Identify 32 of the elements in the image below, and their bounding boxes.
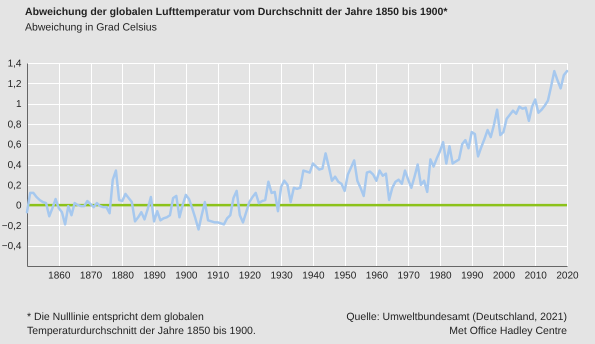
x-tick-label: 1950 (334, 270, 357, 282)
x-tick-label: 1990 (461, 270, 484, 282)
x-tick-label: 1940 (302, 270, 325, 282)
x-tick-label: 1900 (175, 270, 198, 282)
x-tick-label: 1980 (429, 270, 452, 282)
y-tick-label: 1 (16, 99, 22, 110)
line-series (26, 70, 568, 231)
x-tick-label: 1960 (366, 270, 388, 282)
x-tick-label: 1880 (112, 270, 134, 282)
text: * Die Nulllinie entspricht dem globalen Temperaturdurchschnitt der Jahre 1850 bis 1900. (27, 311, 256, 337)
x-tick-label: 1930 (270, 270, 294, 282)
x-tick-label: 1870 (80, 270, 103, 282)
y-tick-label: 1,2 (8, 78, 22, 90)
y-tick-label: 1,4 (8, 58, 22, 70)
y-tick-label: 0,4 (8, 160, 22, 171)
x-tick-label: 1890 (143, 270, 166, 282)
y-tick-label: 0,6 (8, 140, 22, 151)
x-tick-label: 1860 (48, 270, 71, 282)
x-tick-label: 1910 (206, 270, 230, 282)
x-tick-label: 2000 (492, 270, 516, 282)
y-tick-label: 0 (16, 200, 22, 212)
source-note: Quelle: Umweltbundesamt (Deutschland, 2021) Met Office Hadley Centre (346, 311, 568, 337)
chart-title: Abweichung der globalen Lufttemperatur vom Durchschnitt der Jahre 1850 bis 1900* (25, 6, 448, 18)
x-tick-label: 2010 (524, 270, 548, 282)
y-tick-label: −0,4 (2, 241, 22, 252)
x-tick-label: 1970 (398, 270, 420, 282)
y-tick-label: 0,8 (8, 119, 22, 130)
y-tick-label: −0,2 (2, 220, 22, 232)
x-tick-label: 2020 (556, 270, 580, 282)
x-tick-label: 1920 (238, 270, 262, 282)
y-tick-label: 0,2 (8, 180, 22, 192)
chart-subtitle: Abweichung in Grad Celsius (25, 22, 157, 34)
